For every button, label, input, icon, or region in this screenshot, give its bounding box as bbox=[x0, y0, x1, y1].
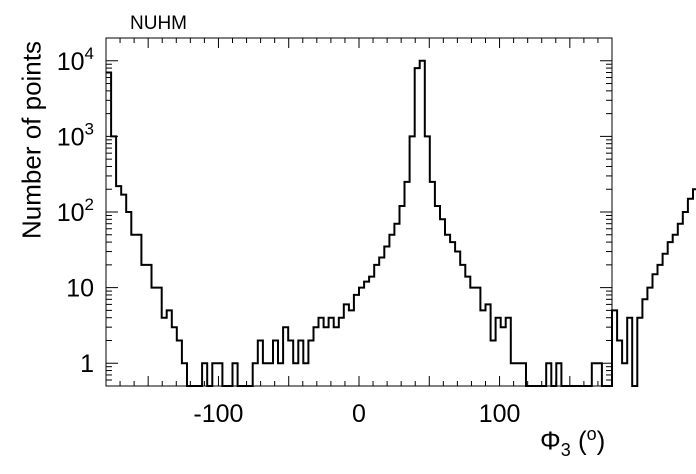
y-axis-label: Number of points bbox=[16, 41, 47, 239]
plot-frame bbox=[105, 37, 613, 387]
y-tick-label: 102 bbox=[57, 195, 94, 227]
chart-title: NUHM bbox=[130, 13, 187, 34]
y-tick-label: 103 bbox=[57, 119, 94, 151]
y-tick-label: 10 bbox=[66, 275, 94, 303]
x-tick-label: 0 bbox=[352, 400, 366, 428]
tick-labels: -100 0 100 1 10 102 103 104 bbox=[57, 44, 521, 428]
y-tick-label: 104 bbox=[57, 44, 94, 76]
x-tick-label: 100 bbox=[479, 400, 521, 428]
y-tick-label: 1 bbox=[80, 350, 94, 378]
x-tick-label: -100 bbox=[193, 400, 243, 428]
x-axis-label: Φ3 (o) bbox=[540, 424, 606, 460]
histogram-line bbox=[106, 59, 696, 387]
axis-ticks bbox=[105, 37, 613, 387]
